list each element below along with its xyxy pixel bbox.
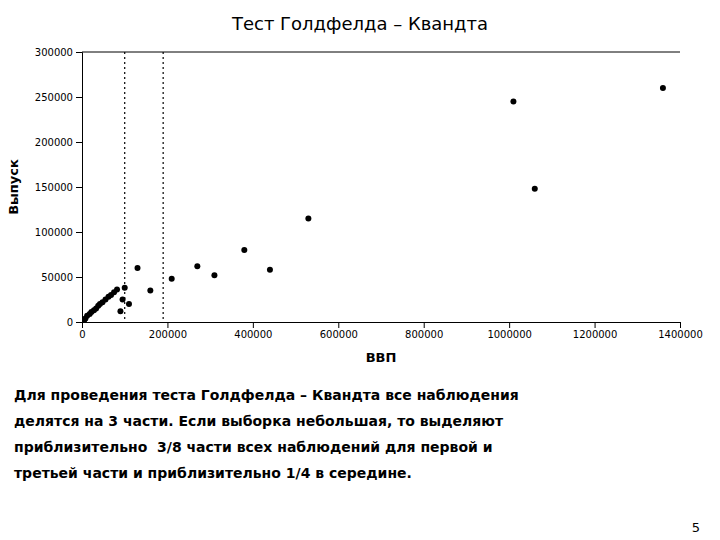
footnote-line: приблизительно 3/8 части всех наблюдений…	[14, 439, 493, 455]
y-tick-label: 250000	[35, 92, 73, 103]
point	[211, 272, 217, 278]
x-tick-mark	[509, 322, 510, 328]
x-tick: 1200000	[573, 322, 618, 340]
x-tick: 400000	[234, 322, 272, 340]
x-axis-line	[83, 323, 681, 329]
y-tick-label: 150000	[35, 182, 73, 193]
x-tick-mark	[167, 322, 168, 328]
y-tick-label: 0	[67, 317, 73, 328]
x-tick-mark	[680, 322, 681, 328]
point	[120, 297, 126, 303]
plot-area	[82, 52, 666, 322]
point	[126, 301, 132, 307]
point	[114, 287, 120, 293]
x-tick-label: 800000	[405, 329, 443, 340]
x-tick: 1400000	[658, 322, 703, 340]
x-tick-label: 1000000	[487, 329, 532, 340]
y-axis: 0 50000 100000 150000 200000 250000 300000	[35, 47, 83, 328]
x-tick-mark	[424, 322, 425, 328]
y-tick: 0	[67, 317, 82, 328]
point	[305, 216, 311, 222]
x-tick-label: 400000	[234, 329, 272, 340]
x-tick: 800000	[405, 322, 443, 340]
point	[194, 263, 200, 269]
point	[660, 85, 666, 91]
y-tick-mark	[76, 187, 82, 188]
footnote-line: делятся на 3 части. Если выборка небольш…	[14, 413, 504, 429]
x-tick: 0	[79, 322, 85, 340]
point	[135, 265, 141, 271]
y-tick-mark	[76, 52, 82, 53]
x-tick-label: 0	[79, 329, 85, 340]
x-tick: 1000000	[487, 322, 532, 340]
x-tick-label: 1200000	[573, 329, 618, 340]
point	[169, 276, 175, 282]
point	[117, 308, 123, 314]
point	[241, 247, 247, 253]
y-tick-label: 300000	[35, 47, 73, 58]
y-tick-label: 50000	[41, 272, 73, 283]
point	[147, 288, 153, 294]
y-tick-mark	[76, 322, 82, 323]
x-tick-label: 1400000	[658, 329, 703, 340]
y-tick-label: 100000	[35, 227, 73, 238]
x-tick: 600000	[320, 322, 358, 340]
vertical-line	[124, 52, 125, 322]
y-tick: 200000	[35, 137, 82, 148]
x-tick-mark	[338, 322, 339, 328]
y-tick-mark	[76, 277, 82, 278]
top-frame	[82, 52, 680, 53]
footnote-line: Для проведения теста Голдфелда – Квандта…	[14, 387, 519, 403]
x-axis: 0 200000 400000 600000 800000 1000000 1200000 1…	[79, 322, 702, 340]
vertical-line	[163, 52, 164, 322]
y-tick: 250000	[35, 92, 82, 103]
title: Тест Голдфелда – Квандта	[231, 13, 488, 34]
chart: Тест Голдфелда – Квандта 0 200000 400000 600…	[0, 0, 720, 540]
footnote-line: третьей части и приблизительно 1/4 в сер…	[14, 465, 412, 481]
x-tick-mark	[253, 322, 254, 328]
point	[532, 186, 538, 192]
y-tick: 100000	[35, 227, 82, 238]
y-axis-line	[76, 53, 83, 323]
x-tick-mark	[595, 322, 596, 328]
footnote: Для проведения теста Голдфелда – Квандта…	[14, 387, 519, 481]
point	[122, 285, 128, 291]
x-tick-label: 200000	[149, 329, 187, 340]
x-tick: 200000	[149, 322, 187, 340]
y-axis-title: Выпуск	[6, 159, 21, 215]
y-tick-mark	[76, 232, 82, 233]
y-tick: 50000	[41, 272, 82, 283]
y-tick: 150000	[35, 182, 82, 193]
point	[267, 267, 273, 273]
point	[510, 99, 516, 105]
y-tick-label: 200000	[35, 137, 73, 148]
x-tick-label: 600000	[320, 329, 358, 340]
x-axis-title: ВВП	[366, 350, 397, 365]
y-tick: 300000	[35, 47, 82, 58]
page-number: 5	[692, 520, 700, 535]
y-tick-mark	[76, 142, 82, 143]
y-tick-mark	[76, 97, 82, 98]
